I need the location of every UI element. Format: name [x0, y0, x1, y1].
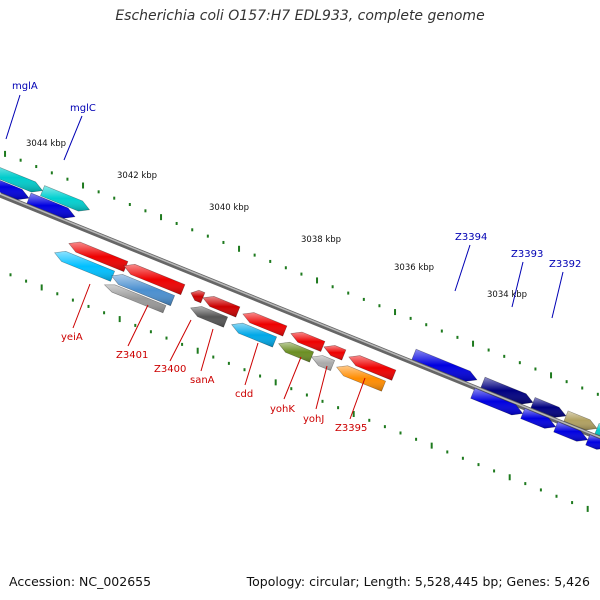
- map-title: Escherichia coli O157:H7 EDL933, complet…: [115, 8, 485, 24]
- gene-mglC[interactable]: [40, 185, 91, 212]
- gene-forward[interactable]: [553, 421, 589, 442]
- gene-label-sanA: sanA: [190, 375, 215, 386]
- gene-reverse[interactable]: [103, 284, 167, 314]
- gene-forward[interactable]: [520, 408, 557, 429]
- gene-label-mglC: mglC: [70, 103, 96, 114]
- gene-label-Z3401: Z3401: [116, 350, 148, 361]
- gene-features: [0, 163, 600, 450]
- gene-forward[interactable]: [0, 174, 30, 200]
- gene-reverse[interactable]: [323, 345, 347, 361]
- ruler-label: 3042 kbp: [117, 171, 157, 181]
- gene-forward[interactable]: [594, 423, 600, 436]
- gene-yohJ[interactable]: [311, 355, 336, 371]
- genome-backbone: [0, 192, 600, 441]
- gene-Z3394[interactable]: [411, 348, 478, 382]
- gene-reverse[interactable]: [290, 331, 326, 352]
- gene-Z3392[interactable]: [563, 410, 598, 431]
- gene-reverse[interactable]: [348, 355, 397, 381]
- gene-mglA[interactable]: [0, 163, 44, 193]
- gene-forward[interactable]: [470, 387, 524, 416]
- gene-sanA[interactable]: [190, 306, 229, 328]
- gene-reverse[interactable]: [123, 263, 186, 296]
- ruler-label: 3040 kbp: [209, 203, 249, 213]
- ruler-label: 3036 kbp: [394, 263, 434, 273]
- gene-forward[interactable]: [530, 397, 567, 418]
- gene-yeiA[interactable]: [68, 241, 129, 273]
- gene-forward[interactable]: [585, 434, 600, 450]
- accession-text: Accession: NC_002655: [9, 574, 152, 589]
- gene-labels: 3044 kbp 3042 kbp 3040 kbp 3038 kbp 3036 kbp…: [5, 81, 581, 434]
- gene-Z3401[interactable]: [111, 274, 176, 307]
- gene-yohK[interactable]: [278, 341, 315, 363]
- gene-reverse[interactable]: [54, 251, 116, 282]
- gene-label-Z3395: Z3395: [335, 423, 367, 434]
- gene-label-Z3393: Z3393: [511, 249, 543, 260]
- gene-label-Z3394: Z3394: [455, 232, 487, 243]
- gene-label-cdd: cdd: [235, 389, 253, 400]
- gene-label-mglA: mglA: [12, 81, 38, 92]
- gene-label-Z3392: Z3392: [549, 259, 581, 270]
- gene-cdd[interactable]: [231, 322, 278, 348]
- ruler-ticks: [4, 150, 599, 512]
- gene-label-yohJ: yohJ: [303, 414, 324, 425]
- gene-label-Z3400: Z3400: [154, 364, 186, 375]
- ruler-label: 3038 kbp: [301, 235, 341, 245]
- ruler-label: 3034 kbp: [487, 290, 527, 300]
- gene-label-yeiA: yeiA: [61, 332, 83, 343]
- gene-forward[interactable]: [26, 192, 76, 219]
- gene-reverse[interactable]: [190, 289, 206, 304]
- ruler-label: 3044 kbp: [26, 139, 66, 149]
- gene-Z3395[interactable]: [336, 365, 387, 392]
- gene-Z3393[interactable]: [480, 376, 534, 405]
- gene-label-yohK: yohK: [270, 404, 295, 415]
- gene-Z3400[interactable]: [202, 296, 241, 318]
- genome-summary-text: Topology: circular; Length: 5,528,445 bp…: [246, 574, 590, 589]
- gene-reverse[interactable]: [242, 312, 288, 337]
